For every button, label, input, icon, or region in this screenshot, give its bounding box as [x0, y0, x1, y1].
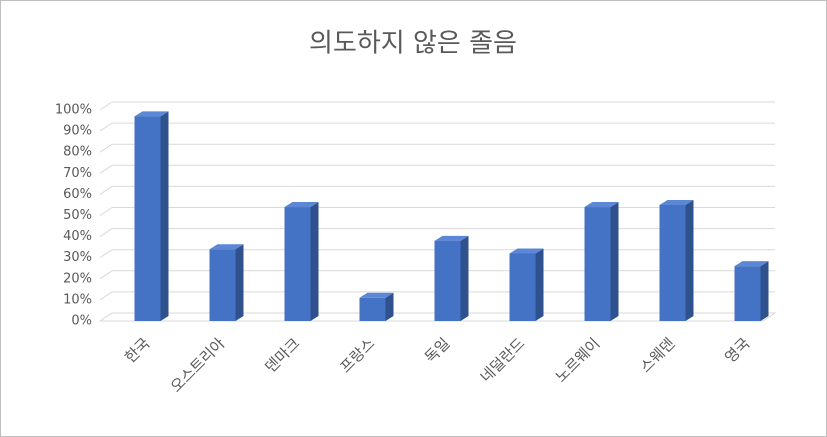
grid-line-side: [99, 228, 113, 238]
grid-line-side: [99, 207, 113, 216]
y-tick-label: 90%: [63, 124, 92, 139]
bar-side: [460, 235, 469, 321]
grid-line-side: [99, 185, 113, 195]
bar-top: [359, 292, 394, 298]
y-tick-label: 10%: [63, 292, 92, 307]
y-tick-label: 0%: [71, 314, 92, 329]
bar-top: [584, 202, 619, 208]
bar: [284, 202, 319, 321]
y-tick-label: 70%: [63, 166, 92, 181]
bar: [209, 244, 244, 321]
bar-top: [134, 111, 169, 117]
grid-line-side: [99, 291, 113, 301]
grid-line-side: [99, 249, 113, 259]
bar-side: [685, 199, 694, 321]
bar-side: [160, 111, 169, 321]
bar-front: [434, 240, 461, 321]
grid-line-side: [99, 101, 113, 111]
bar-front: [584, 207, 611, 321]
bar: [359, 292, 394, 321]
bar-front: [734, 266, 761, 321]
bar-front: [209, 249, 236, 321]
grid-line-side: [99, 143, 113, 153]
bar-side: [385, 292, 394, 321]
grid-line-side: [99, 122, 113, 132]
y-tick-label: 20%: [63, 271, 92, 286]
bar: [734, 261, 769, 321]
chart-title: 의도하지 않은 졸음: [309, 29, 517, 59]
bar-side: [610, 202, 619, 321]
bar-side: [760, 261, 769, 321]
bar-top: [659, 199, 694, 205]
bar-front: [134, 116, 161, 321]
bar: [434, 235, 469, 321]
grid-line-side: [99, 164, 113, 174]
y-tick-label: 60%: [63, 187, 92, 202]
bar-top: [434, 235, 469, 241]
y-tick-label: 100%: [55, 103, 92, 118]
bar-front: [509, 253, 536, 321]
bar-top: [734, 261, 769, 267]
bar: [509, 248, 544, 321]
y-tick-label: 80%: [63, 145, 92, 160]
bar-side: [535, 248, 544, 321]
bar: [584, 202, 619, 321]
bar-top: [284, 202, 319, 208]
bar-top: [209, 244, 244, 250]
y-tick-label: 50%: [63, 208, 92, 223]
bar-front: [284, 207, 311, 321]
bar-side: [235, 244, 244, 321]
bar: [659, 199, 694, 321]
bar: [134, 111, 169, 321]
bar-front: [359, 297, 386, 321]
bar-side: [310, 202, 319, 321]
bar-top: [509, 248, 544, 254]
grid-line-side: [99, 312, 113, 322]
bar-front: [659, 204, 686, 321]
y-tick-label: 30%: [63, 250, 92, 265]
y-tick-label: 40%: [63, 229, 92, 244]
grid-line-side: [99, 270, 113, 280]
